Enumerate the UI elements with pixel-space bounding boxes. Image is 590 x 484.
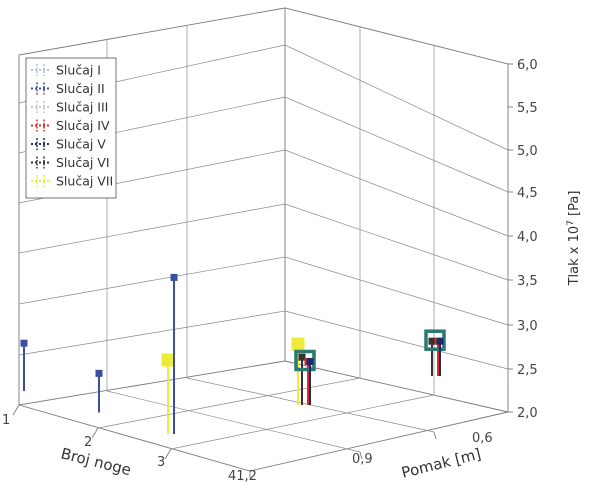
z-tick-label: 6,0 [517, 58, 538, 73]
grid-line [18, 203, 509, 281]
y-tick-label: 0,9 [352, 452, 373, 467]
legend-entry: Slučaj II [31, 81, 105, 96]
x-tick-label: 3 [157, 455, 165, 470]
z-tick-label: 3,5 [517, 274, 538, 289]
z-tick-label: 2,0 [517, 406, 538, 421]
y-tick-label: 41,2 [228, 469, 257, 484]
stem-marker [298, 353, 306, 361]
x-tick-label: 2 [84, 435, 92, 450]
legend-label: Slučaj I [56, 63, 101, 78]
stem-marker [20, 339, 28, 347]
grid-line [106, 390, 361, 453]
stem-marker [161, 353, 175, 367]
z-tick-label: 4,0 [517, 230, 538, 245]
legend-entry: Slučaj IV [31, 118, 110, 133]
legend-entry: Slučaj VI [31, 155, 110, 170]
stem-point [306, 358, 314, 405]
z-axis-title-unit: [Pa] [567, 191, 582, 221]
grid-line [97, 377, 361, 429]
data-stems [20, 273, 446, 434]
z-tick-label: 2,5 [517, 363, 538, 378]
legend-entry: Slučaj V [31, 137, 106, 152]
stem-point [291, 337, 305, 405]
x-tick-labels: 1 2 3 [2, 413, 165, 470]
back-wall-right [284, 7, 509, 413]
legend-label: Slučaj VII [56, 174, 113, 189]
legend-label: Slučaj V [56, 137, 106, 152]
svg-text:Tlak x 107 [Pa]: Tlak x 107 [Pa] [566, 191, 582, 287]
stem-marker [428, 337, 436, 345]
stem-marker [436, 337, 444, 345]
stem-point [170, 273, 178, 434]
z-tick-label: 4,5 [517, 186, 538, 201]
legend-label: Slučaj VI [56, 155, 110, 170]
z-axis-title: Tlak x 107 [Pa] [566, 191, 582, 287]
stem-marker [291, 337, 305, 351]
legend-entry: Slučaj VII [31, 174, 113, 189]
back-wall-left [18, 7, 286, 406]
stem-marker [306, 358, 314, 365]
y-tick-labels: 41,2 0,9 0,6 [228, 431, 493, 484]
stem-marker [95, 369, 103, 377]
z-axis-title-main: Tlak x 10 [567, 226, 582, 287]
legend-label: Slučaj IV [56, 118, 110, 133]
z-tick-label: 5,5 [517, 101, 538, 116]
stem-point [20, 339, 28, 391]
stem-point [436, 337, 444, 376]
stem-marker-outline [424, 329, 446, 351]
z-tick-label: 5,0 [517, 144, 538, 159]
x-tick-label: 1 [2, 413, 10, 428]
stem-marker-outline [294, 349, 316, 372]
grid-line [170, 394, 435, 450]
legend-label: Slučaj II [56, 81, 105, 96]
legend-box [25, 57, 117, 199]
stem-marker [170, 273, 178, 281]
stem-point [161, 353, 175, 434]
legend: Slučaj I Slučaj II Slučaj III Slučaj IV Sluč… [25, 57, 117, 199]
z-tick-label: 3,0 [517, 319, 538, 334]
stem-point [95, 369, 103, 413]
legend-entry: Slučaj I [31, 63, 101, 78]
stem-point [298, 353, 306, 405]
vertical-gridlines [106, 26, 435, 395]
stem-point [428, 337, 436, 376]
x-axis-title: Broj noge [59, 444, 133, 479]
legend-items: Slučaj I Slučaj II Slučaj III Slučaj IV Sluč… [31, 63, 113, 189]
y-axis-title: Pomak [m] [400, 445, 483, 482]
z-axis-title-exponent: 7 [566, 220, 576, 226]
z-tick-labels: 2,0 2,5 3,0 3,5 4,0 4,5 5,0 5,5 6,0 [517, 58, 538, 421]
tick-marks [12, 63, 513, 478]
legend-entry: Slučaj III [31, 100, 108, 115]
legend-label: Slučaj III [56, 100, 108, 115]
y-tick-label: 0,6 [472, 431, 493, 446]
